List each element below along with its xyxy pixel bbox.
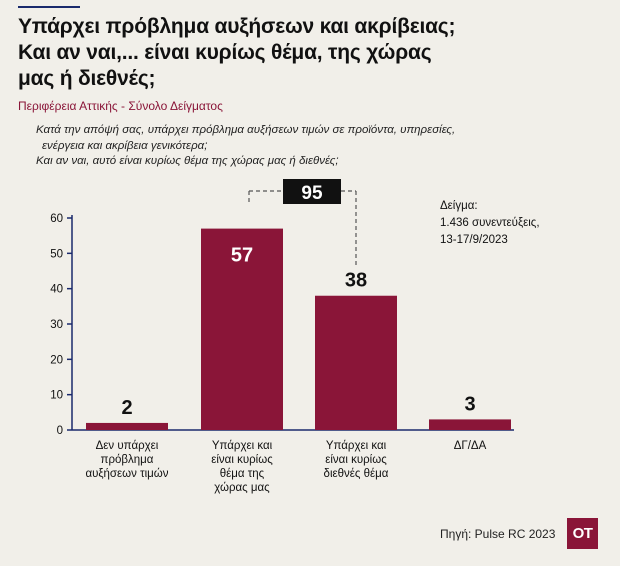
survey-question: Κατά την απόψή σας, υπάρχει πρόβλημα αυξ… [36, 123, 596, 170]
category-label: είναι κυρίως [211, 454, 273, 466]
question-line: ενέργεια και ακρίβεια γενικότερα; [42, 139, 208, 152]
y-tick-label: 10 [50, 390, 63, 402]
bar [201, 228, 283, 430]
bar [429, 419, 511, 430]
category-label: πρόβλημα [101, 454, 154, 466]
chart-title: Υπάρχει πρόβλημα αυξήσεων και ακρίβειας;… [18, 14, 598, 92]
bar [315, 295, 397, 430]
y-tick-label: 30 [50, 319, 63, 331]
title-line: Υπάρχει πρόβλημα αυξήσεων και ακρίβειας; [18, 15, 456, 38]
top-accent-line [18, 6, 80, 8]
y-tick-label: 20 [50, 354, 63, 366]
total-label: 95 [301, 183, 323, 204]
bar-value-label: 2 [121, 397, 132, 419]
category-label: χώρας μας [214, 482, 270, 494]
total-box [283, 179, 341, 204]
source-note: Πηγή: Pulse RC 2023 [440, 527, 556, 541]
y-tick-label: 60 [50, 213, 63, 225]
category-label: Υπάρχει και [326, 440, 387, 452]
bar-value-label: 57 [231, 245, 253, 267]
sample-line: Δείγμα: [440, 200, 478, 212]
category-label: Υπάρχει και [212, 440, 273, 452]
category-label: είναι κυρίως [325, 454, 387, 466]
question-line: Και αν ναι, αυτό είναι κυρίως θέμα της χ… [36, 155, 339, 167]
category-label: αυξήσεων τιμών [85, 468, 168, 480]
sample-info: Δείγμα: 1.436 συνεντεύξεις, 13-17/9/2023 [440, 198, 600, 249]
category-label: θέμα της [220, 468, 265, 480]
title-line: Και αν ναι,... είναι κυρίως θέμα, της χώ… [18, 41, 432, 64]
bar-value-label: 38 [345, 270, 367, 292]
chart-subtitle: Περιφέρεια Αττικής - Σύνολο Δείγματος [18, 99, 223, 113]
sample-line: 1.436 συνεντεύξεις, [440, 217, 540, 229]
y-tick-label: 50 [50, 248, 63, 260]
title-line: μας ή διεθνές; [18, 67, 156, 90]
sample-line: 13-17/9/2023 [440, 234, 508, 246]
y-tick-label: 40 [50, 284, 63, 296]
bar [86, 422, 168, 430]
question-line: Κατά την απόψή σας, υπάρχει πρόβλημα αυξ… [36, 124, 456, 136]
y-tick-label: 0 [57, 425, 63, 437]
bar-value-label: 3 [464, 393, 475, 415]
category-label: ΔΓ/ΔΑ [454, 440, 487, 452]
category-label: Δεν υπάρχει [96, 440, 159, 452]
ot-logo: OT [567, 518, 598, 549]
category-label: διεθνές θέμα [324, 468, 389, 480]
